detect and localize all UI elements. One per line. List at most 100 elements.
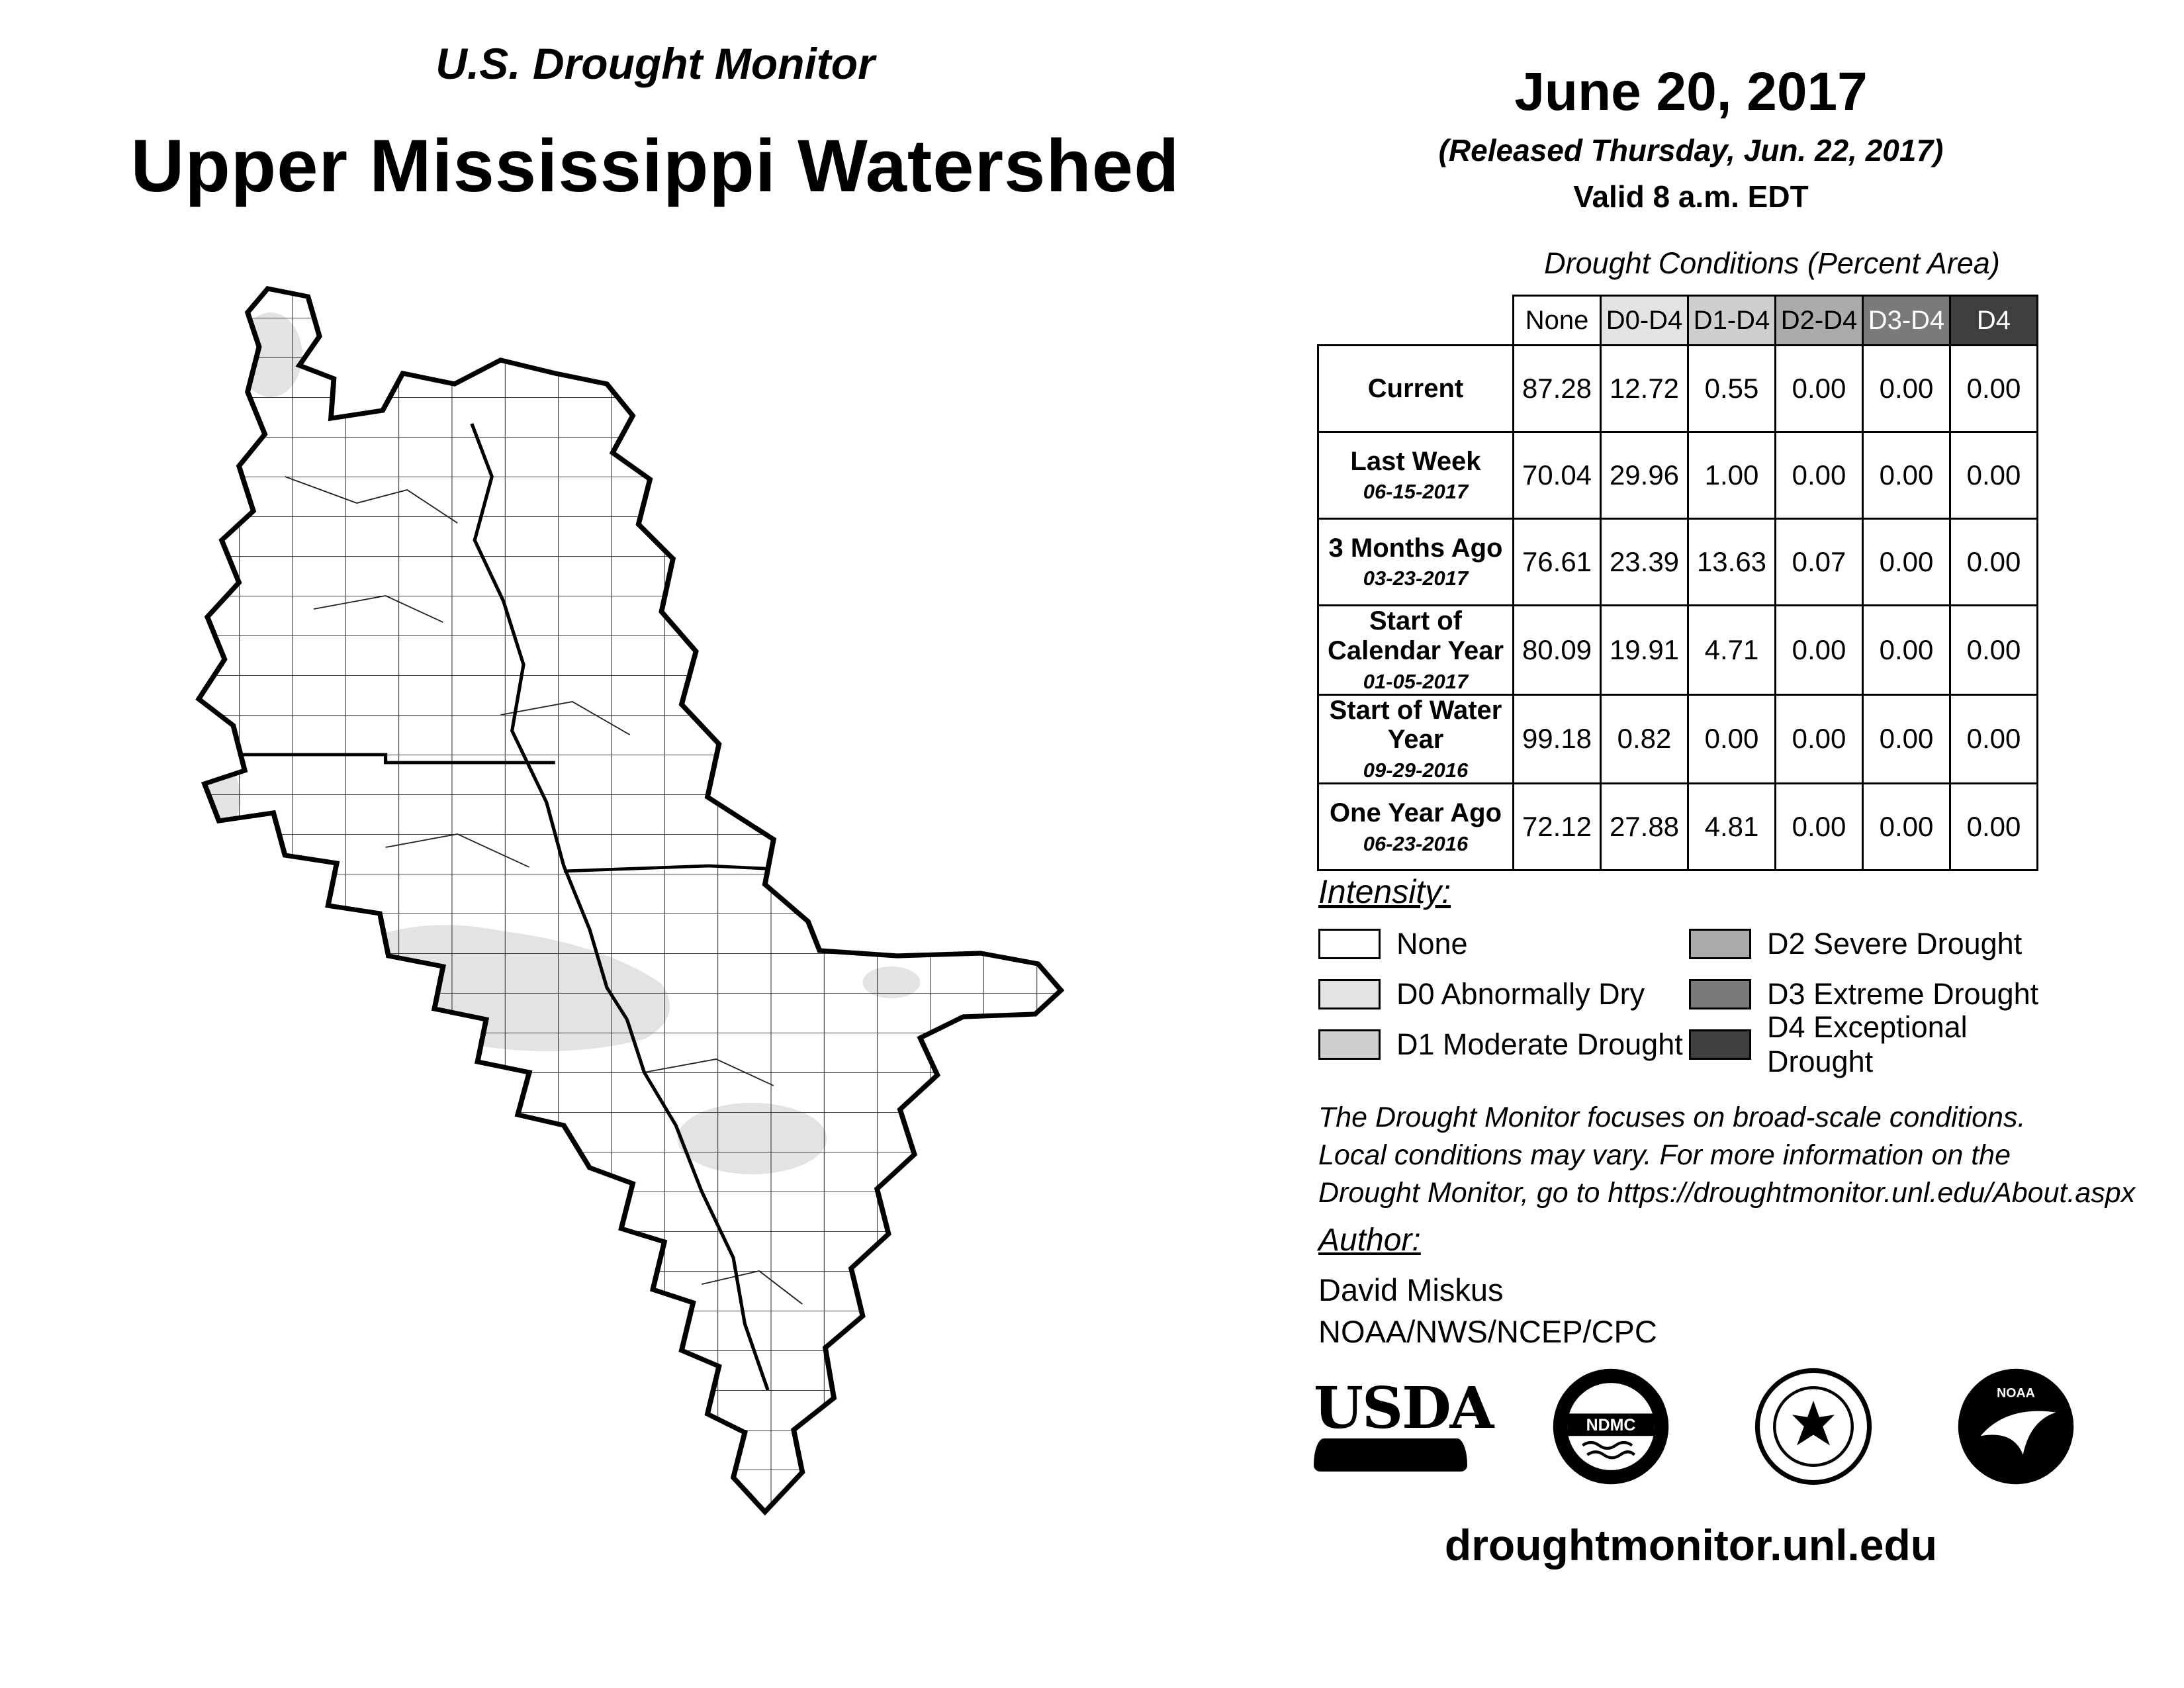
date-block: June 20, 2017 (Released Thursday, Jun. 2… <box>1310 61 2071 214</box>
disclaimer-line-2: Local conditions may vary. For more info… <box>1318 1139 2011 1172</box>
table-cell: 0.00 <box>1949 431 2038 520</box>
doc-seal-icon <box>1754 1368 1872 1485</box>
row-date: 06-15-2017 <box>1363 480 1469 504</box>
row-label: Start of Calendar Year <box>1327 606 1504 665</box>
table-row: Start of Water Year 09-29-2016 99.18 0.82… <box>1317 693 2038 785</box>
legend-title: Intensity: <box>1318 873 1451 910</box>
table-row: 3 Months Ago 03-23-2017 76.61 23.39 13.63… <box>1317 518 2038 606</box>
table-cell: 0.00 <box>1774 344 1864 433</box>
table-cell: 4.71 <box>1687 604 1776 696</box>
agency-logos: USDA NDMC NOAA <box>1314 1368 2075 1485</box>
legend-label: D3 Extreme Drought <box>1767 977 2039 1011</box>
table-cell: 0.00 <box>1862 693 1951 785</box>
legend-item-d1: D1 Moderate Drought <box>1318 1027 1689 1062</box>
table-cell: 0.00 <box>1687 693 1776 785</box>
table-corner <box>1318 296 1514 346</box>
table-cell: 0.07 <box>1774 518 1864 606</box>
table-cell: 0.00 <box>1862 344 1951 433</box>
table-cell: 99.18 <box>1512 693 1602 785</box>
table-title: Drought Conditions (Percent Area) <box>1544 246 2000 280</box>
map-date: June 20, 2017 <box>1514 62 1868 122</box>
footer-url: droughtmonitor.unl.edu <box>1444 1521 1938 1570</box>
legend-swatch-d3 <box>1689 979 1751 1009</box>
usda-logo: USDA <box>1314 1375 1494 1472</box>
legend-swatch-none <box>1318 929 1381 959</box>
table-row: Start of Calendar Year 01-05-2017 80.09 1… <box>1317 604 2038 696</box>
county-boundaries <box>199 289 1062 1512</box>
table-cell: 0.00 <box>1949 693 2038 785</box>
table-cell: 0.00 <box>1774 431 1864 520</box>
legend-swatch-d2 <box>1689 929 1751 959</box>
legend-swatch-d1 <box>1318 1029 1381 1060</box>
usda-swoosh-shape <box>1314 1438 1467 1472</box>
table-row: Current 87.28 12.72 0.55 0.00 0.00 0.00 <box>1317 344 2038 433</box>
table-cell: 27.88 <box>1600 782 1689 872</box>
table-cell: 72.12 <box>1512 782 1602 872</box>
row-date: 06-23-2016 <box>1363 831 1469 855</box>
column-header-d3d4: D3-D4 <box>1862 295 1951 346</box>
report-title: U.S. Drought Monitor <box>435 39 875 88</box>
disclaimer-line-1: The Drought Monitor focuses on broad-sca… <box>1318 1102 2026 1133</box>
doc-seal-logo <box>1754 1368 1872 1485</box>
svg-text:NDMC: NDMC <box>1586 1416 1636 1434</box>
region-title: Upper Mississippi Watershed <box>130 124 1180 207</box>
table-cell: 1.00 <box>1687 431 1776 520</box>
table-cell: 0.00 <box>1949 604 2038 696</box>
table-cell: 0.00 <box>1949 344 2038 433</box>
table-row: One Year Ago 06-23-2016 72.12 27.88 4.81 … <box>1317 782 2038 872</box>
table-cell: 0.00 <box>1862 431 1951 520</box>
row-label: Last Week <box>1350 446 1481 476</box>
table-cell: 29.96 <box>1600 431 1689 520</box>
table-cell: 87.28 <box>1512 344 1602 433</box>
intensity-legend: None D0 Abnormally Dry D1 Moderate Droug… <box>1318 919 2060 1078</box>
disclaimer: The Drought Monitor focuses on broad-sca… <box>1318 1099 2135 1213</box>
column-header-d4: D4 <box>1949 295 2038 346</box>
column-header-d1d4: D1-D4 <box>1687 295 1776 346</box>
table-row: Last Week 06-15-2017 70.04 29.96 1.00 0.0… <box>1317 431 2038 520</box>
table-cell: 76.61 <box>1512 518 1602 606</box>
column-header-d0d4: D0-D4 <box>1600 295 1689 346</box>
legend-label: D2 Severe Drought <box>1767 927 2023 961</box>
table-cell: 0.00 <box>1862 782 1951 872</box>
author-organization: NOAA/NWS/NCEP/CPC <box>1318 1314 1657 1350</box>
table-cell: 0.00 <box>1862 518 1951 606</box>
legend-swatch-d0 <box>1318 979 1381 1009</box>
table-cell: 0.00 <box>1862 604 1951 696</box>
table-cell: 12.72 <box>1600 344 1689 433</box>
svg-text:NOAA: NOAA <box>1997 1386 2035 1401</box>
row-date: 09-29-2016 <box>1363 759 1469 782</box>
title-block: U.S. Drought Monitor Upper Mississippi W… <box>60 38 1251 209</box>
legend-swatch-d4 <box>1689 1029 1751 1060</box>
author-name: David Miskus <box>1318 1272 1504 1307</box>
valid-time: Valid 8 a.m. EDT <box>1573 179 1809 214</box>
table-cell: 23.39 <box>1600 518 1689 606</box>
table-cell: 70.04 <box>1512 431 1602 520</box>
noaa-seal-icon: NOAA <box>1958 1368 2074 1485</box>
ndmc-logo: NDMC <box>1552 1368 1670 1485</box>
column-header-d2d4: D2-D4 <box>1774 295 1864 346</box>
legend-label: None <box>1396 927 1468 961</box>
table-cell: 0.00 <box>1949 782 2038 872</box>
drought-conditions-table: None D0-D4 D1-D4 D2-D4 D3-D4 D4 Current … <box>1317 295 2038 872</box>
usda-logo-text: USDA <box>1314 1375 1494 1442</box>
table-cell: 0.82 <box>1600 693 1689 785</box>
legend-label: D4 Exceptional Drought <box>1767 1010 1968 1078</box>
legend-label: D0 Abnormally Dry <box>1396 977 1645 1011</box>
author-block: Author: David Miskus NOAA/NWS/NCEP/CPC <box>1318 1222 1657 1353</box>
author-heading: Author: <box>1318 1223 1421 1258</box>
legend-item-d3: D3 Extreme Drought <box>1689 977 2060 1011</box>
legend-item-d4: D4 Exceptional Drought <box>1689 1010 2060 1079</box>
table-cell: 0.00 <box>1774 782 1864 872</box>
table-cell: 0.00 <box>1949 518 2038 606</box>
table-cell: 80.09 <box>1512 604 1602 696</box>
row-label: Start of Water Year <box>1329 695 1502 755</box>
watershed-map <box>113 278 1118 1536</box>
d0-patch <box>218 818 285 956</box>
legend-item-d0: D0 Abnormally Dry <box>1318 977 1689 1011</box>
noaa-logo: NOAA <box>1957 1368 2075 1485</box>
release-note: (Released Thursday, Jun. 22, 2017) <box>1438 133 1944 167</box>
legend-item-none: None <box>1318 927 1689 961</box>
row-date: 01-05-2017 <box>1363 669 1469 693</box>
row-label: One Year Ago <box>1329 798 1502 827</box>
ndmc-seal-icon: NDMC <box>1553 1368 1669 1485</box>
